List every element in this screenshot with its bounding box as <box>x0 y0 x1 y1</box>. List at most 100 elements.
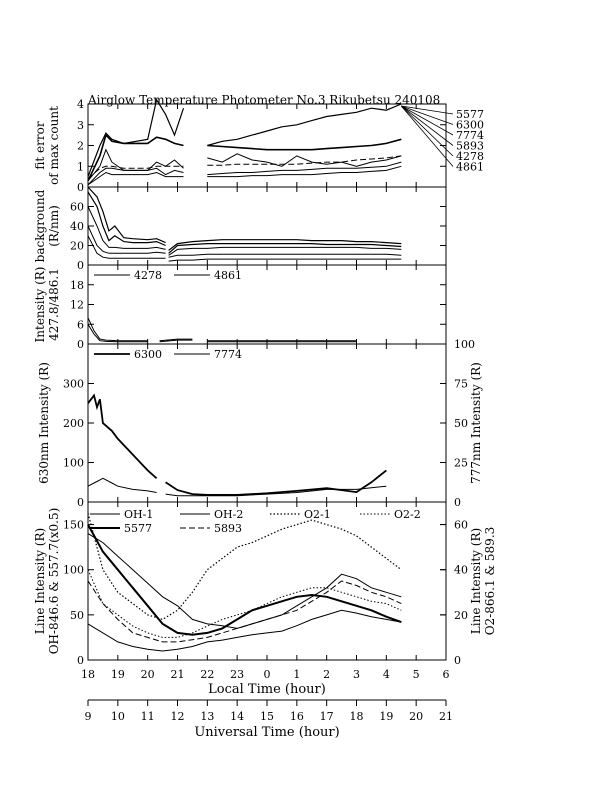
panel-4: 0 100 200 300 0 25 50 75 100 630nm Intensity (R) 7… <box>37 338 483 509</box>
y-tick-label: 20 <box>70 240 84 253</box>
series-line-6300 <box>207 138 402 151</box>
series-line-bg4 <box>168 253 402 258</box>
local-time-tick: 1 <box>293 668 300 681</box>
y-axis-label: 630nm Intensity (R) <box>37 362 51 484</box>
legend-label: 5893 <box>214 522 242 535</box>
ut-label: Universal Time (hour) <box>194 725 339 740</box>
y-tick-label: 6 <box>77 318 84 331</box>
panel-3: 0 6 12 18 Intensity (R) 427.8/486.1 4278 4861 <box>33 264 447 351</box>
series-line-bg5 <box>168 258 402 262</box>
right-series-label: 4861 <box>456 161 484 174</box>
local-time-tick: 20 <box>141 668 155 681</box>
legend-label: 5577 <box>124 522 152 535</box>
legend-label: 4278 <box>134 269 162 282</box>
ut-tick-label: 16 <box>290 710 304 723</box>
series-line-4861 <box>87 171 184 186</box>
y-tick-label: 0 <box>77 496 84 509</box>
y-tick-label-right: 75 <box>454 378 468 391</box>
y-tick-label: 100 <box>63 564 84 577</box>
y-tick-label-right: 0 <box>454 654 461 667</box>
y-tick-label: 0 <box>77 338 84 351</box>
y-axis-label: background <box>33 189 47 262</box>
ut-tick-label: 13 <box>200 710 214 723</box>
y-tick-label: 12 <box>70 299 84 312</box>
series-line-4278 <box>207 161 402 176</box>
label-leader <box>401 105 454 125</box>
series-line-4278 <box>159 338 193 342</box>
y-tick-label-right: 0 <box>454 496 461 509</box>
series-line-7774 <box>207 153 402 167</box>
y-axis-label: fit error <box>33 121 47 169</box>
legend-label: OH-1 <box>124 508 153 521</box>
ut-tick-label: 19 <box>379 710 393 723</box>
ut-tick-label: 17 <box>320 710 334 723</box>
right-series-label: 4278 <box>456 150 484 163</box>
y-axis-label: Intensity (R) <box>33 267 47 343</box>
right-series-label: 5577 <box>456 108 484 121</box>
legend-label: 6300 <box>134 348 162 361</box>
y-tick-label: 60 <box>70 201 84 214</box>
ut-tick-label: 12 <box>171 710 185 723</box>
y-axis-label-right: O2-866.1 & 589.3 <box>483 527 497 636</box>
label-leader <box>401 105 454 146</box>
local-time-tick: 19 <box>111 668 125 681</box>
y-axis-label: 427.8/486.1 <box>47 268 61 341</box>
series-line-4861 <box>159 339 193 343</box>
local-time-tick: 0 <box>264 668 271 681</box>
ut-tick-label: 20 <box>409 710 423 723</box>
label-leader <box>401 105 454 136</box>
series-line-bg4 <box>87 225 166 254</box>
y-tick-label: 18 <box>70 279 84 292</box>
panel-2: 0 20 40 60 background (R/nm) <box>33 186 447 272</box>
y-tick-label-right: 25 <box>454 457 468 470</box>
y-tick-label: 0 <box>77 259 84 272</box>
y-tick-label-right: 60 <box>454 519 468 532</box>
y-tick-label: 3 <box>77 119 84 132</box>
local-time-tick: 4 <box>383 668 390 681</box>
series-line-bg2 <box>168 243 402 254</box>
series-line-6300 <box>87 393 158 479</box>
label-leader <box>400 105 454 167</box>
series-line-bg1 <box>87 186 166 244</box>
panel-frame <box>87 343 447 503</box>
y-axis-label: OH-846.6 & 557.7(x0.5) <box>47 508 61 655</box>
local-time-tick: 3 <box>353 668 360 681</box>
series-line-O2-2 <box>87 569 402 638</box>
y-axis-label: (R/nm) <box>47 205 61 247</box>
series-line-4861 <box>87 324 148 343</box>
legend-label: O2-1 <box>304 508 331 521</box>
y-axis-label: of max count <box>47 106 61 185</box>
series-line-OH-2 <box>87 609 402 652</box>
ut-tick-label: 15 <box>260 710 274 723</box>
ut-tick-label: 14 <box>230 710 244 723</box>
y-tick-label: 0 <box>77 181 84 194</box>
label-leader <box>401 105 454 115</box>
series-line-4278 <box>87 317 148 342</box>
series-line-bg3 <box>87 206 166 250</box>
y-tick-label: 4 <box>77 98 84 111</box>
series-line-6300 <box>87 133 184 182</box>
y-tick-label: 150 <box>63 519 84 532</box>
right-series-label: 5893 <box>456 140 484 153</box>
series-line-bg3 <box>168 246 402 256</box>
right-series-label: 7774 <box>456 129 484 142</box>
series-line-bg2 <box>87 191 166 247</box>
series-line-5893 <box>87 165 184 180</box>
y-tick-label-right: 50 <box>454 417 468 430</box>
series-line-bg1 <box>168 239 402 251</box>
local-time-label: Local Time (hour) <box>208 682 326 697</box>
y-tick-label-right: 20 <box>454 609 468 622</box>
series-line-5893 <box>207 155 402 166</box>
y-tick-label: 1 <box>77 160 84 173</box>
chart-title: Airglow Temperature Photometer No.3 Riku… <box>87 93 440 107</box>
y-tick-label: 200 <box>63 417 84 430</box>
label-leader <box>400 105 454 157</box>
series-line-5577 <box>87 524 402 636</box>
legend-label: O2-2 <box>394 508 421 521</box>
ut-tick-label: 11 <box>141 710 155 723</box>
series-line-5893 <box>87 580 402 643</box>
